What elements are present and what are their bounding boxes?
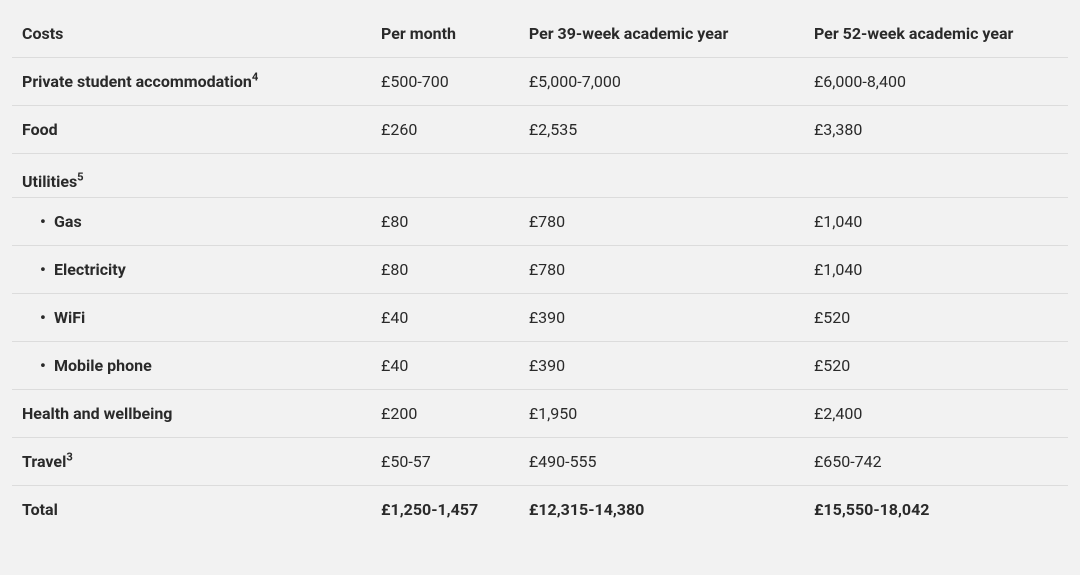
cell-per-52: £1,040	[804, 246, 1068, 294]
table-row: Food £260 £2,535 £3,380	[12, 106, 1068, 154]
cell-per-39: £12,315-14,380	[519, 486, 804, 534]
cell-per-month: £500-700	[371, 58, 519, 106]
table-row: Private student accommodation4 £500-700 …	[12, 58, 1068, 106]
cell-per-52: £520	[804, 294, 1068, 342]
cell-per-39: £2,535	[519, 106, 804, 154]
col-header-per-52: Per 52-week academic year	[804, 12, 1068, 58]
utilities-header: Utilities5	[12, 154, 1068, 198]
row-label-accommodation: Private student accommodation4	[12, 58, 371, 106]
cell-per-month: £40	[371, 294, 519, 342]
cell-per-month: £80	[371, 198, 519, 246]
table-row: •Mobile phone £40 £390 £520	[12, 342, 1068, 390]
col-header-per-month: Per month	[371, 12, 519, 58]
row-label-health: Health and wellbeing	[12, 390, 371, 438]
bullet-icon: •	[40, 260, 54, 279]
bullet-icon: •	[40, 212, 54, 231]
cell-per-39: £490-555	[519, 438, 804, 486]
utilities-header-row: Utilities5	[12, 154, 1068, 198]
cell-per-month: £80	[371, 246, 519, 294]
cell-per-month: £1,250-1,457	[371, 486, 519, 534]
table-row: Travel3 £50-57 £490-555 £650-742	[12, 438, 1068, 486]
cell-per-52: £2,400	[804, 390, 1068, 438]
cell-per-month: £50-57	[371, 438, 519, 486]
cell-per-52: £15,550-18,042	[804, 486, 1068, 534]
row-label-food: Food	[12, 106, 371, 154]
row-label-total: Total	[12, 486, 371, 534]
cell-per-month: £260	[371, 106, 519, 154]
cell-per-39: £780	[519, 198, 804, 246]
table-row: Health and wellbeing £200 £1,950 £2,400	[12, 390, 1068, 438]
table-row: •Electricity £80 £780 £1,040	[12, 246, 1068, 294]
table-header-row: Costs Per month Per 39-week academic yea…	[12, 12, 1068, 58]
table-row: •WiFi £40 £390 £520	[12, 294, 1068, 342]
cell-per-52: £6,000-8,400	[804, 58, 1068, 106]
total-row: Total £1,250-1,457 £12,315-14,380 £15,55…	[12, 486, 1068, 534]
row-label-mobile: •Mobile phone	[12, 342, 371, 390]
col-header-costs: Costs	[12, 12, 371, 58]
row-label-electricity: •Electricity	[12, 246, 371, 294]
row-label-wifi: •WiFi	[12, 294, 371, 342]
cell-per-39: £390	[519, 294, 804, 342]
row-label-travel: Travel3	[12, 438, 371, 486]
col-header-per-39: Per 39-week academic year	[519, 12, 804, 58]
cell-per-39: £780	[519, 246, 804, 294]
costs-table: Costs Per month Per 39-week academic yea…	[12, 12, 1068, 533]
cell-per-month: £40	[371, 342, 519, 390]
cell-per-52: £520	[804, 342, 1068, 390]
cell-per-52: £3,380	[804, 106, 1068, 154]
cell-per-month: £200	[371, 390, 519, 438]
cell-per-39: £5,000-7,000	[519, 58, 804, 106]
bullet-icon: •	[40, 356, 54, 375]
cell-per-52: £650-742	[804, 438, 1068, 486]
bullet-icon: •	[40, 308, 54, 327]
table-row: •Gas £80 £780 £1,040	[12, 198, 1068, 246]
cell-per-52: £1,040	[804, 198, 1068, 246]
cell-per-39: £1,950	[519, 390, 804, 438]
row-label-gas: •Gas	[12, 198, 371, 246]
cell-per-39: £390	[519, 342, 804, 390]
